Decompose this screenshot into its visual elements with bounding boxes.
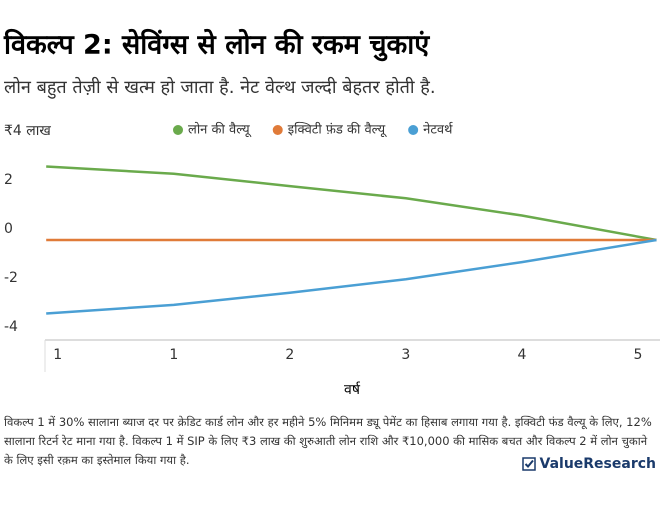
y-tick-label: -4 [4,319,18,335]
y-tick-label: 0 [4,221,13,237]
legend-swatch [173,125,183,135]
y-tick-label: 2 [4,172,13,188]
x-tick-label: 1 [53,347,62,363]
x-tick-label: 5 [633,347,642,363]
series-line [46,238,657,315]
source-logo: ValueResearch [521,456,657,472]
chart: विकल्प 2: सेविंग्स से लोन की रकम चुकाएं … [3,29,660,398]
y-tick-label: -2 [4,270,18,286]
x-tick-label: 3 [401,347,410,363]
series-line [46,165,657,242]
footnote: विकल्प 1 में 30% सालाना ब्याज दर पर क्रे… [4,415,652,467]
chart-title: विकल्प 2: सेविंग्स से लोन की रकम चुकाएं [3,29,430,62]
chart-subtitle: लोन बहुत तेज़ी से खत्म हो जाता है. नेट व… [4,76,436,99]
legend-label: नेटवर्थ [423,122,453,138]
x-axis-label: वर्ष [344,381,361,398]
legend-label: इक्विटी फ़ंड की वैल्यू [288,122,387,138]
x-tick-label: 4 [517,347,526,363]
y-tick-label: ₹4 लाख [4,123,51,139]
x-tick-label: 2 [285,347,294,363]
source: ValueResearch [539,456,657,472]
logo-icon [521,457,536,471]
legend-swatch [408,125,419,135]
legend-label: लोन की वैल्यू [188,122,252,138]
legend-swatch [272,125,283,135]
x-tick-label: 1 [169,347,178,363]
